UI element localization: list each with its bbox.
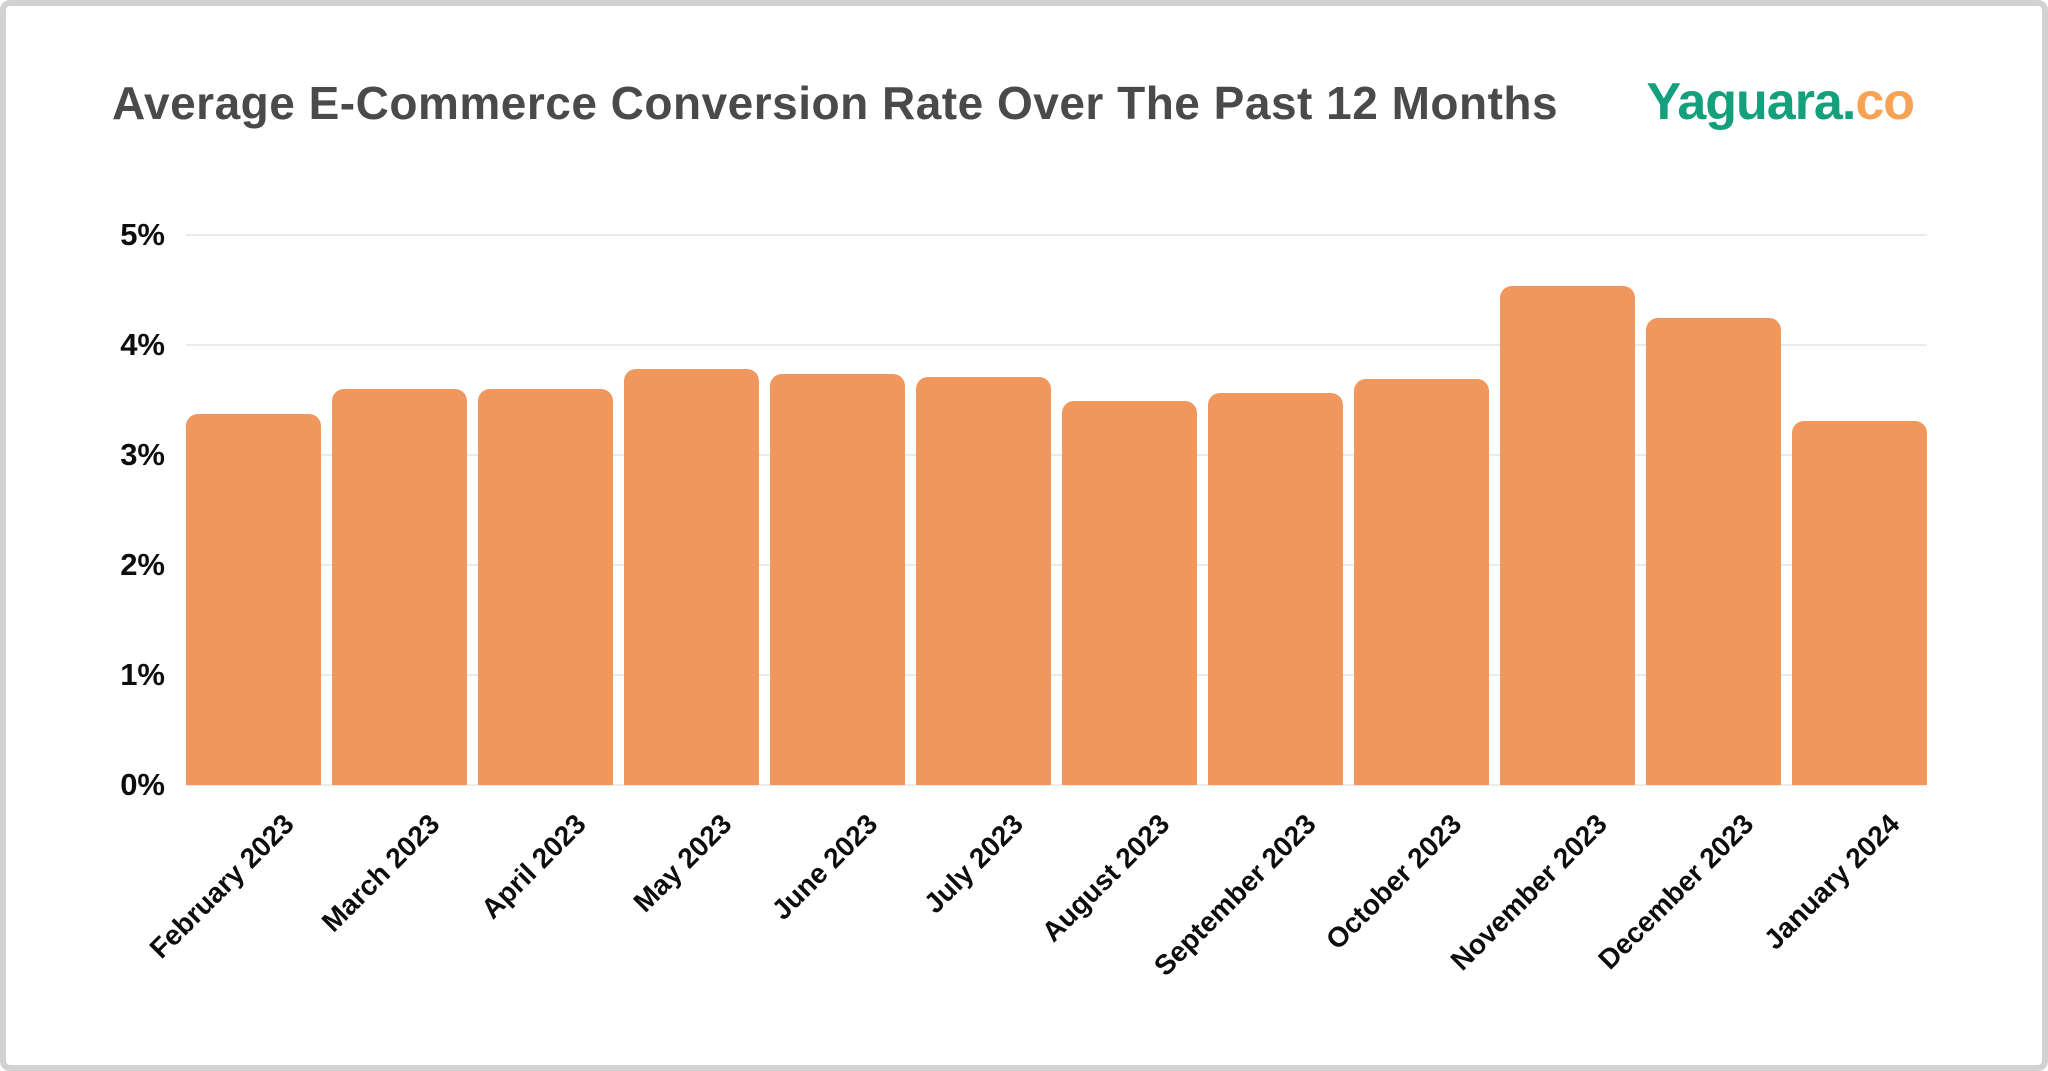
y-axis-tick-label-2%: 2% <box>120 547 165 582</box>
y-axis-tick-label-1%: 1% <box>120 657 165 692</box>
bar-february-2023 <box>186 414 321 785</box>
gridline-0% <box>186 784 1927 786</box>
bars-container <box>186 235 1927 785</box>
x-axis-tick-label-march-2023: March 2023 <box>315 808 446 938</box>
x-axis-tick-label-december-2023: December 2023 <box>1592 808 1760 976</box>
chart-content: Average E-Commerce Conversion Rate Over … <box>6 6 2042 1065</box>
bar-may-2023 <box>624 369 759 785</box>
x-axis-tick-label-may-2023: May 2023 <box>627 808 738 918</box>
bar-november-2023 <box>1500 285 1635 785</box>
brand-logo: Yaguara.co <box>1646 72 1915 132</box>
x-axis-tick-label-november-2023: November 2023 <box>1445 808 1614 977</box>
y-axis-tick-label-4%: 4% <box>120 327 165 362</box>
x-axis-tick-label-june-2023: June 2023 <box>765 808 884 926</box>
y-axis-tick-label-5%: 5% <box>120 217 165 252</box>
bar-april-2023 <box>478 389 613 785</box>
bar-march-2023 <box>332 389 467 785</box>
gridline-3% <box>186 454 1927 456</box>
x-axis-tick-label-february-2023: February 2023 <box>143 808 300 965</box>
brand-logo-primary: Yaguara. <box>1646 73 1857 131</box>
bar-december-2023 <box>1646 317 1781 785</box>
bar-january-2024 <box>1792 420 1927 785</box>
bar-july-2023 <box>916 376 1051 785</box>
x-axis-tick-label-july-2023: July 2023 <box>918 808 1030 920</box>
bar-august-2023 <box>1062 401 1197 785</box>
x-axis-tick-label-january-2024: January 2024 <box>1758 808 1906 956</box>
gridline-1% <box>186 674 1927 676</box>
brand-logo-secondary: co <box>1855 73 1915 131</box>
bar-september-2023 <box>1208 393 1343 785</box>
x-axis-tick-label-april-2023: April 2023 <box>474 808 592 925</box>
y-axis-tick-label-0%: 0% <box>120 767 165 802</box>
gridline-4% <box>186 344 1927 346</box>
x-axis-tick-label-october-2023: October 2023 <box>1320 808 1468 956</box>
plot-area <box>186 234 1927 786</box>
x-axis-tick-label-august-2023: August 2023 <box>1035 808 1176 948</box>
bar-october-2023 <box>1354 379 1489 785</box>
gridline-2% <box>186 564 1927 566</box>
bar-june-2023 <box>770 373 905 785</box>
x-axis-tick-label-september-2023: September 2023 <box>1147 808 1322 982</box>
gridline-5% <box>186 234 1927 236</box>
y-axis-tick-label-3%: 3% <box>120 437 165 472</box>
page-title: Average E-Commerce Conversion Rate Over … <box>112 77 1559 129</box>
